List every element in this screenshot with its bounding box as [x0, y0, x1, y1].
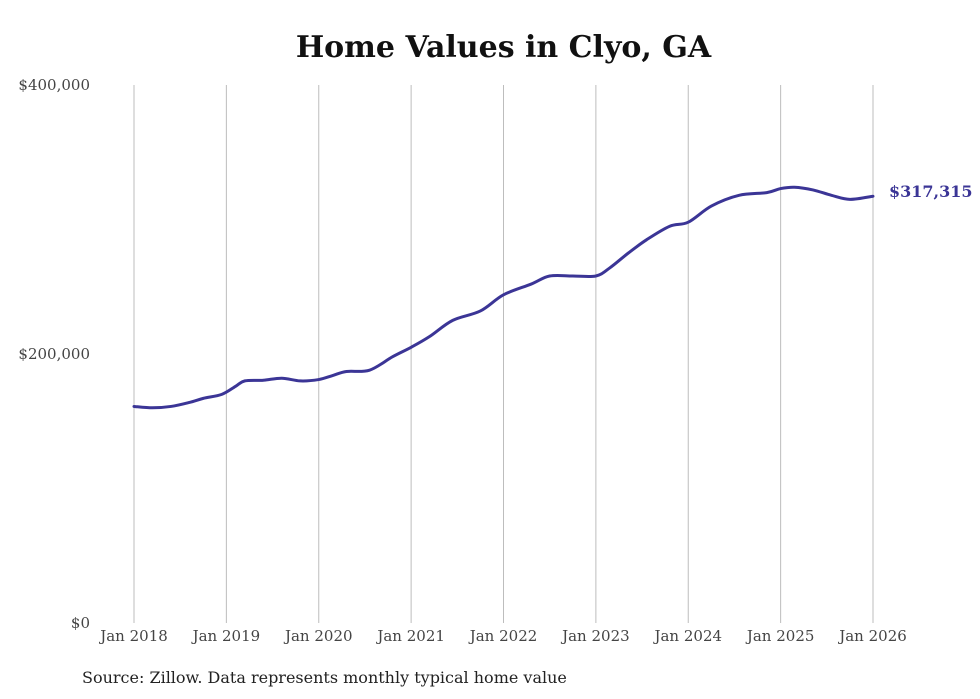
x-tick-label: Jan 2025: [745, 627, 815, 645]
end-value-label: $317,315: [889, 182, 973, 201]
chart-title: Home Values in Clyo, GA: [295, 30, 712, 65]
series-line: [132, 185, 875, 410]
x-tick-label: Jan 2023: [560, 627, 630, 645]
x-tick-label: Jan 2024: [652, 627, 722, 645]
x-tick-label: Jan 2018: [98, 627, 168, 645]
x-tick-label: Jan 2026: [837, 627, 907, 645]
x-tick-label: Jan 2019: [191, 627, 261, 645]
x-tick-label: Jan 2021: [375, 627, 445, 645]
x-tick-label: Jan 2022: [468, 627, 538, 645]
y-tick-label: $400,000: [18, 76, 90, 94]
source-note: Source: Zillow. Data represents monthly …: [82, 668, 567, 687]
y-tick-label: $0: [71, 614, 90, 632]
x-tick-label: Jan 2020: [283, 627, 353, 645]
y-tick-label: $200,000: [18, 345, 90, 363]
